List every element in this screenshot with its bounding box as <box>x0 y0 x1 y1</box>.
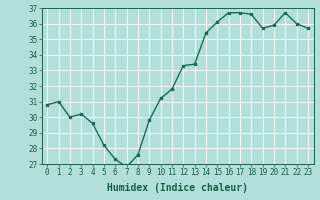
X-axis label: Humidex (Indice chaleur): Humidex (Indice chaleur) <box>107 183 248 193</box>
